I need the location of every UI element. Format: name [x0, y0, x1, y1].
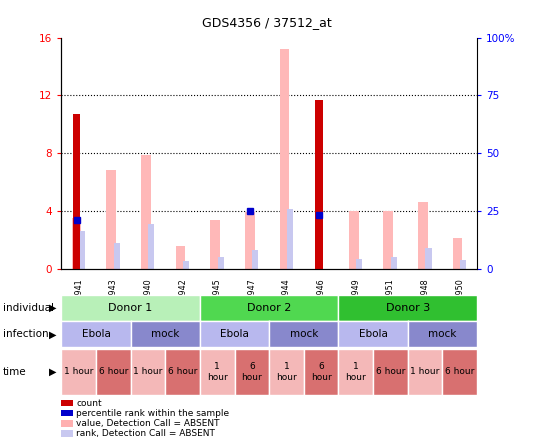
Bar — [383, 211, 393, 269]
Text: rank, Detection Call = ABSENT: rank, Detection Call = ABSENT — [76, 429, 215, 438]
Bar — [72, 114, 80, 269]
Text: percentile rank within the sample: percentile rank within the sample — [76, 409, 229, 418]
Bar — [418, 202, 428, 269]
Text: Donor 2: Donor 2 — [247, 303, 292, 313]
Text: 1
hour: 1 hour — [276, 362, 297, 381]
Text: individual: individual — [3, 303, 54, 313]
Bar — [79, 231, 85, 269]
Text: mock: mock — [289, 329, 318, 339]
Bar — [391, 257, 397, 269]
Text: Ebola: Ebola — [220, 329, 249, 339]
Text: mock: mock — [151, 329, 180, 339]
Text: 1
hour: 1 hour — [207, 362, 228, 381]
Bar — [141, 155, 151, 269]
Text: mock: mock — [428, 329, 457, 339]
Text: 1 hour: 1 hour — [133, 367, 163, 377]
Bar — [279, 49, 289, 269]
Bar — [252, 250, 259, 269]
Bar — [71, 218, 82, 269]
Text: GDS4356 / 37512_at: GDS4356 / 37512_at — [201, 16, 332, 28]
Text: 6
hour: 6 hour — [311, 362, 332, 381]
Text: 6 hour: 6 hour — [99, 367, 128, 377]
Text: 6 hour: 6 hour — [445, 367, 474, 377]
Text: Donor 1: Donor 1 — [108, 303, 153, 313]
Text: ▶: ▶ — [49, 367, 56, 377]
Text: value, Detection Call = ABSENT: value, Detection Call = ABSENT — [76, 419, 220, 428]
Bar — [425, 249, 432, 269]
Text: 1 hour: 1 hour — [410, 367, 440, 377]
Bar — [460, 260, 466, 269]
Bar — [453, 238, 463, 269]
Text: ▶: ▶ — [49, 303, 56, 313]
Text: time: time — [3, 367, 26, 377]
Text: count: count — [76, 399, 102, 408]
Text: ▶: ▶ — [49, 329, 56, 339]
Bar — [356, 258, 362, 269]
Text: 6 hour: 6 hour — [376, 367, 405, 377]
Bar — [245, 212, 255, 269]
Bar — [175, 246, 185, 269]
Bar — [349, 211, 359, 269]
Text: Ebola: Ebola — [82, 329, 110, 339]
Bar — [107, 170, 116, 269]
Text: infection: infection — [3, 329, 49, 339]
Text: Donor 3: Donor 3 — [385, 303, 430, 313]
Text: 1
hour: 1 hour — [345, 362, 366, 381]
Bar — [287, 210, 293, 269]
Bar — [114, 243, 120, 269]
Bar — [315, 100, 323, 269]
Bar — [217, 257, 224, 269]
Bar — [148, 224, 155, 269]
Text: Ebola: Ebola — [359, 329, 387, 339]
Text: 6
hour: 6 hour — [241, 362, 262, 381]
Text: 1 hour: 1 hour — [64, 367, 93, 377]
Bar — [210, 220, 220, 269]
Bar — [183, 262, 189, 269]
Text: 6 hour: 6 hour — [168, 367, 197, 377]
